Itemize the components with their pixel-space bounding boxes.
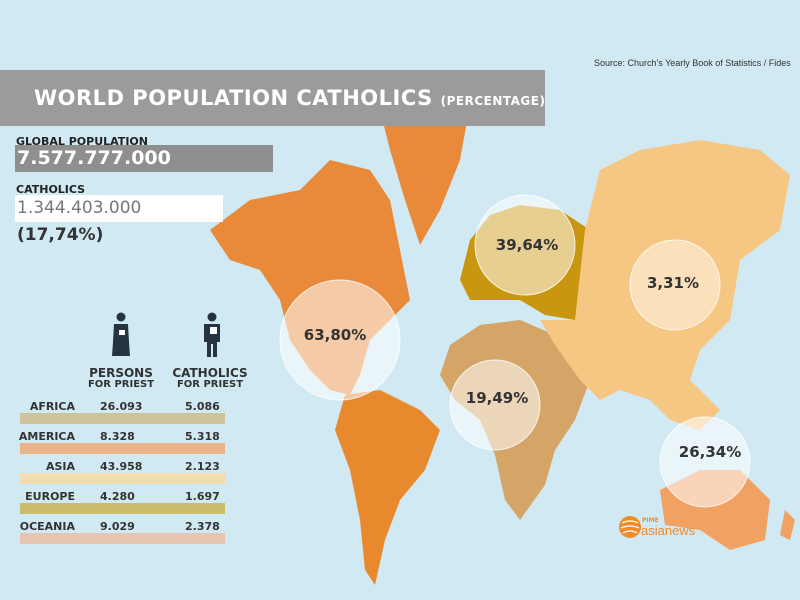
row-band bbox=[20, 473, 225, 484]
america-circle bbox=[279, 279, 401, 401]
table-row: EUROPE 4.280 1.697 bbox=[20, 490, 225, 514]
catholics-value: 1.344.403.000 bbox=[17, 198, 142, 218]
region-label: OCEANIA bbox=[19, 520, 75, 533]
logo-name-text: asianews bbox=[641, 523, 696, 538]
oceania-percent: 26,34% bbox=[678, 443, 742, 461]
catholics-value: 5.318 bbox=[185, 430, 220, 443]
logo-top-text: PIME bbox=[642, 517, 659, 524]
europe-percent: 39,64% bbox=[495, 236, 559, 254]
header-line2: FOR PRIEST bbox=[176, 378, 244, 390]
africa-percent: 19,49% bbox=[465, 389, 529, 407]
south-america-shape bbox=[335, 390, 440, 585]
catholics-box: 1.344.403.000 (17,74%) bbox=[15, 195, 223, 245]
global-population-label: GLOBAL POPULATION bbox=[16, 135, 148, 148]
catholics-value: 5.086 bbox=[185, 400, 220, 413]
title-main: WORLD POPULATION CATHOLICS bbox=[34, 86, 433, 110]
priest-icon bbox=[204, 312, 220, 357]
asia-percent: 3,31% bbox=[646, 274, 700, 292]
page-title: WORLD POPULATION CATHOLICS (PERCENTAGE) bbox=[34, 86, 545, 110]
global-population-value: 7.577.777.000 bbox=[15, 145, 273, 172]
title-bar bbox=[0, 70, 545, 126]
new-zealand-shape bbox=[780, 510, 795, 540]
europe-circle bbox=[474, 194, 576, 296]
persons-value: 4.280 bbox=[100, 490, 135, 503]
region-label: AMERICA bbox=[18, 430, 75, 443]
asia-shape bbox=[540, 140, 790, 430]
row-band bbox=[20, 413, 225, 424]
oceania-circle bbox=[659, 416, 751, 508]
title-sub: (PERCENTAGE) bbox=[440, 94, 546, 108]
table-row: OCEANIA 9.029 2.378 bbox=[20, 520, 225, 544]
catholics-value: 1.697 bbox=[185, 490, 220, 503]
persons-for-priest-header: PERSONS FOR PRIEST bbox=[86, 367, 156, 390]
catholics-value: 2.123 bbox=[185, 460, 220, 473]
table-row: AFRICA 26.093 5.086 bbox=[20, 400, 225, 424]
persons-value: 43.958 bbox=[100, 460, 143, 473]
catholics-percent: (17,74%) bbox=[17, 225, 104, 245]
person-icon bbox=[112, 312, 130, 356]
persons-value: 8.328 bbox=[100, 430, 135, 443]
table-row: ASIA 43.958 2.123 bbox=[20, 460, 225, 484]
region-label: AFRICA bbox=[29, 400, 75, 413]
catholics-for-priest-header: CATHOLICS FOR PRIEST bbox=[172, 367, 248, 390]
row-band bbox=[20, 503, 225, 514]
catholics-value: 2.378 bbox=[185, 520, 220, 533]
source-note: Source: Church's Yearly Book of Statisti… bbox=[594, 58, 791, 68]
globe-logo-icon bbox=[619, 516, 641, 538]
america-percent: 63,80% bbox=[303, 326, 367, 344]
persons-value: 9.029 bbox=[100, 520, 135, 533]
header-line2: FOR PRIEST bbox=[87, 378, 155, 390]
africa-circle bbox=[449, 359, 541, 451]
header-line1: CATHOLICS bbox=[172, 366, 248, 380]
greenland-shape bbox=[380, 95, 470, 245]
header-line1: PERSONS bbox=[89, 366, 153, 380]
persons-value: 26.093 bbox=[100, 400, 143, 413]
row-band bbox=[20, 533, 225, 544]
region-label: ASIA bbox=[45, 460, 75, 473]
asia-circle bbox=[629, 239, 721, 331]
table-row: AMERICA 8.328 5.318 bbox=[18, 430, 225, 454]
region-label: EUROPE bbox=[25, 490, 75, 503]
catholics-label: CATHOLICS bbox=[16, 183, 86, 196]
row-band bbox=[20, 443, 225, 454]
